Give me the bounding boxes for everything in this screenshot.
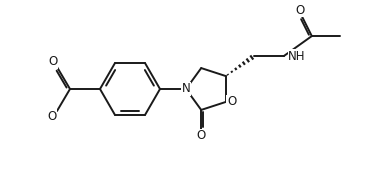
Text: O: O — [197, 129, 206, 142]
Text: O: O — [227, 95, 236, 109]
Text: NH: NH — [288, 50, 306, 62]
Text: N: N — [182, 82, 190, 96]
Text: O: O — [48, 56, 58, 68]
Text: O: O — [295, 4, 305, 17]
Text: O: O — [47, 110, 57, 122]
